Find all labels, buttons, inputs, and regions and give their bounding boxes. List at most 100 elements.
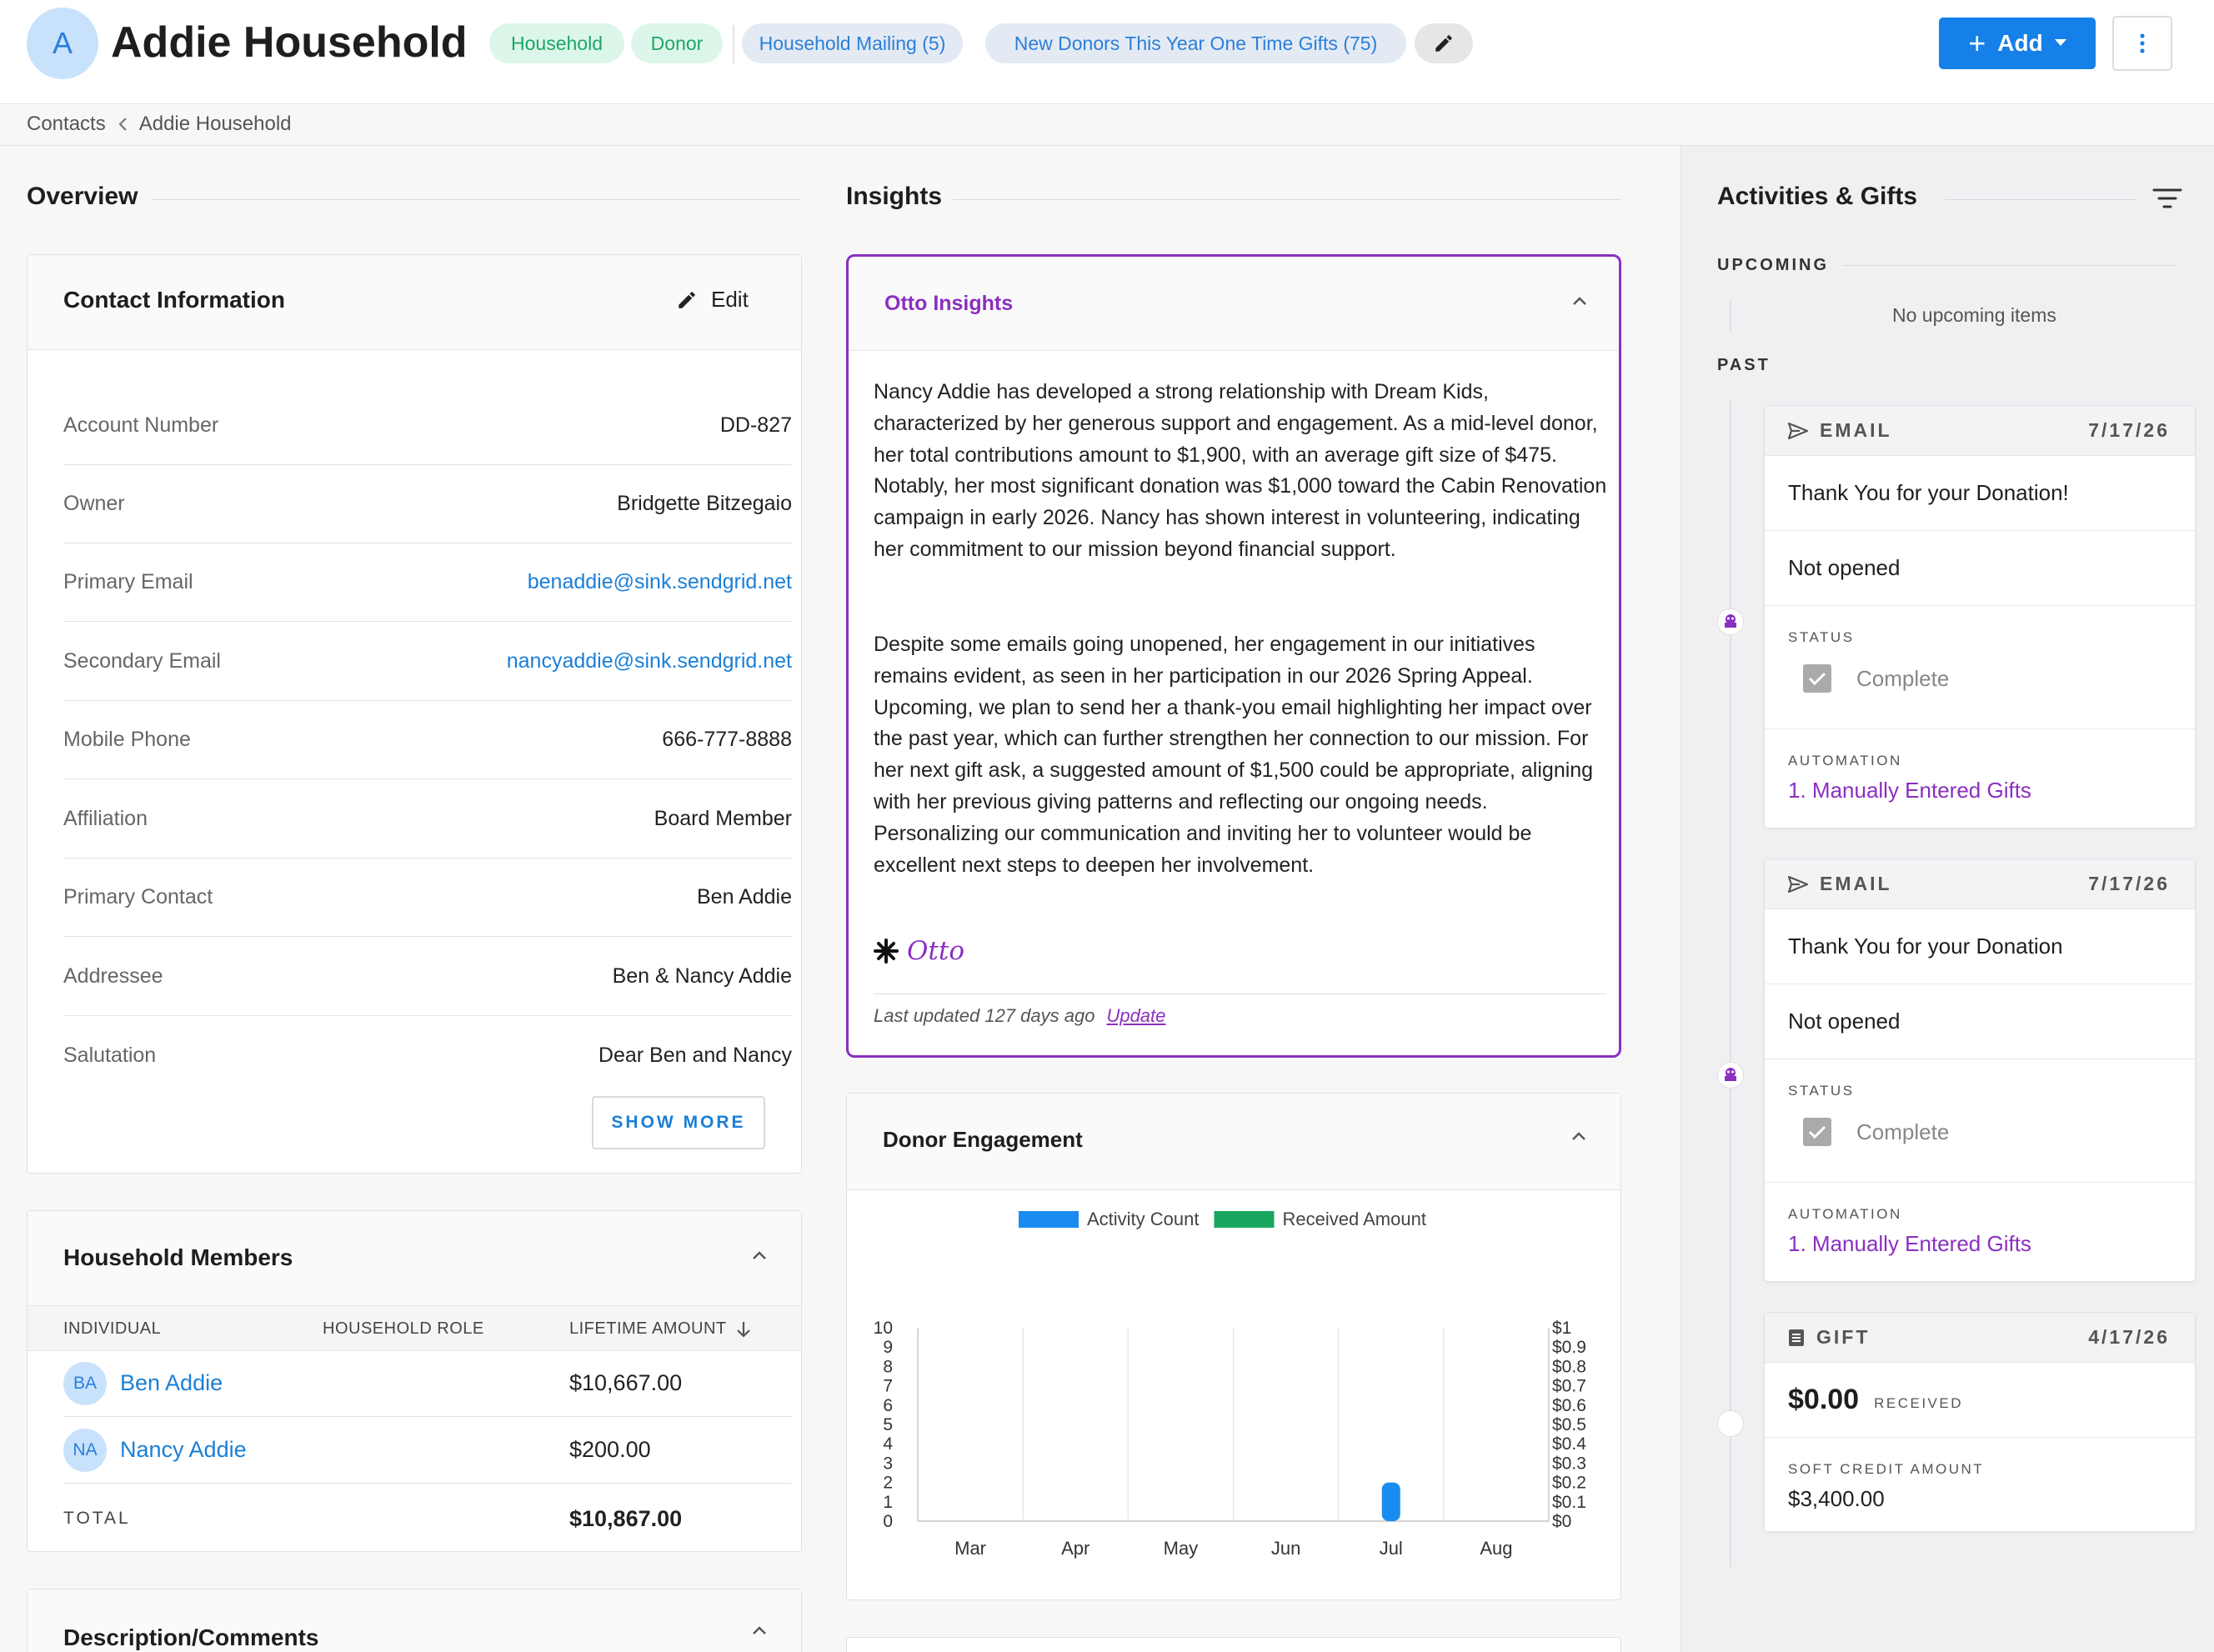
member-amount: $10,667.00 [569,1370,683,1395]
activity-card-email[interactable]: EMAIL 7/17/26 Thank You for your Donation… [1764,405,2196,829]
automation-link[interactable]: 1. Manually Entered Gifts [1788,778,2031,803]
primary-email-link[interactable]: benaddie@sink.sendgrid.net [527,570,792,593]
member-name-link[interactable]: Ben Addie [120,1370,223,1395]
chevron-up-icon[interactable] [749,1246,769,1266]
column-individual[interactable]: INDIVIDUAL [63,1319,162,1338]
list-new-donors[interactable]: New Donors This Year One Time Gifts (75) [985,23,1406,63]
otto-insights-title: Otto Insights [884,292,1014,315]
contact-information-card: Contact Information Edit [27,254,802,1174]
page-title: Addie Household [111,18,468,67]
chevron-up-icon[interactable] [749,1621,769,1641]
timeline-line [1730,300,1731,333]
edit-label: Edit [711,287,749,312]
last-updated: Last updated 127 days ago Update [874,1005,1166,1026]
add-button-label: Add [1997,30,2043,56]
description-comments-card: Description/Comments [27,1589,802,1652]
legend-swatch [1214,1211,1275,1228]
timeline-line [1730,400,1731,1567]
member-avatar: NA [63,1428,107,1472]
past-label: PAST [1717,356,1771,374]
show-more-button[interactable]: SHOW MORE [592,1096,765,1149]
email-subject: Thank You for your Donation! [1765,456,2195,531]
status-value: Complete [1856,1119,1950,1144]
divider [1945,199,2136,200]
household-members-card: Household Members [27,1210,802,1552]
y-right-tick: $0.6 [1552,1396,1586,1415]
donor-engagement-title: Donor Engagement [883,1127,1083,1152]
gift-amount: $0.00 [1788,1384,1860,1415]
y-left-tick: 7 [883,1377,893,1396]
member-row[interactable]: NA Nancy Addie $200.00 [63,1417,792,1484]
y-left-tick: 6 [883,1396,893,1415]
receipt-icon [1789,1329,1804,1346]
breadcrumb: Contacts Addie Household [27,112,292,137]
update-link[interactable]: Update [1106,1005,1166,1026]
status-label: STATUS [1788,1083,1855,1099]
email-opened-status: Not opened [1765,531,2195,606]
soft-credit-label: SOFT CREDIT AMOUNT [1788,1461,1985,1477]
x-tick: Aug [1480,1538,1512,1559]
soft-credit-value: $3,400.00 [1788,1486,1885,1511]
secondary-email-link[interactable]: nancyaddie@sink.sendgrid.net [506,649,792,673]
y-left-tick: 10 [874,1319,893,1338]
insight-paragraph: Nancy Addie has developed a strong relat… [874,380,1607,561]
total-row: TOTAL $10,867.00 [63,1485,792,1552]
upcoming-label: UPCOMING [1717,256,1829,274]
otto-insights-card: Otto Insights Nancy Addie has developed … [846,254,1621,1058]
avatar: A [27,8,98,79]
column-lifetime-amount[interactable]: LIFETIME AMOUNT [569,1319,752,1339]
household-members-title: Household Members [63,1244,293,1270]
tag-household[interactable]: Household [489,23,624,63]
column-household-role[interactable]: HOUSEHOLD ROLE [323,1319,484,1338]
checkbox-icon [1803,664,1831,693]
caret-down-icon [2054,39,2066,46]
plus-icon: + [1968,26,1986,60]
automation-bot-icon [1717,1062,1744,1089]
total-amount: $10,867.00 [569,1505,683,1531]
member-name-link[interactable]: Nancy Addie [120,1437,247,1462]
field-primary-email: Primary Email benaddie@sink.sendgrid.net [63,543,792,622]
send-icon [1788,875,1808,893]
chevron-left-icon [118,118,127,131]
status-label: STATUS [1788,629,1855,645]
edit-tags-button[interactable] [1415,23,1473,63]
activity-card-email[interactable]: EMAIL 7/17/26 Thank You for your Donation… [1764,859,2196,1282]
tag-donor[interactable]: Donor [631,23,723,63]
insights-heading: Insights [846,183,943,210]
chevron-up-icon[interactable] [1569,1127,1589,1147]
more-options-button[interactable] [2112,16,2172,71]
edit-contact-button[interactable]: Edit [676,287,749,313]
description-comments-title: Description/Comments [63,1624,319,1650]
activity-type: EMAIL [1820,873,1892,894]
breadcrumb-contacts[interactable]: Contacts [27,113,106,135]
add-button[interactable]: + Add [1939,18,2096,69]
y-right-tick: $0.4 [1552,1434,1586,1454]
activity-type: EMAIL [1820,419,1892,441]
bar-activity-count [1381,1482,1400,1521]
y-right-tick: $0.5 [1552,1415,1586,1434]
activity-card-gift[interactable]: GIFT 4/17/26 $0.00 RECEIVED SOFT CREDIT AM… [1764,1312,2196,1532]
y-left-tick: 5 [883,1415,893,1434]
total-label: TOTAL [63,1509,131,1528]
chevron-up-icon[interactable] [1570,292,1590,312]
list-household-mailing[interactable]: Household Mailing (5) [742,23,963,63]
filter-icon[interactable] [2152,187,2182,212]
automation-link[interactable]: 1. Manually Entered Gifts [1788,1231,2031,1256]
divider [1842,265,2177,266]
member-row[interactable]: BA Ben Addie $10,667.00 [63,1350,792,1417]
gift-status: RECEIVED [1874,1394,1964,1411]
y-right-tick: $0.7 [1552,1377,1586,1396]
divider [0,145,2214,146]
divider [733,25,734,63]
y-left-tick: 2 [883,1474,893,1493]
activity-date: 7/17/26 [2088,419,2170,441]
timeline-dot [1717,1410,1744,1437]
field-affiliation: Affiliation Board Member [63,780,792,859]
x-tick: Jul [1380,1538,1403,1559]
checkbox-icon [1803,1118,1831,1146]
kebab-icon [2140,33,2145,53]
field-secondary-email: Secondary Email nancyaddie@sink.sendgrid.… [63,623,792,701]
field-owner: Owner Bridgette Bitzegaio [63,465,792,543]
x-tick: Mar [954,1538,986,1559]
automation-label: AUTOMATION [1788,753,1902,768]
